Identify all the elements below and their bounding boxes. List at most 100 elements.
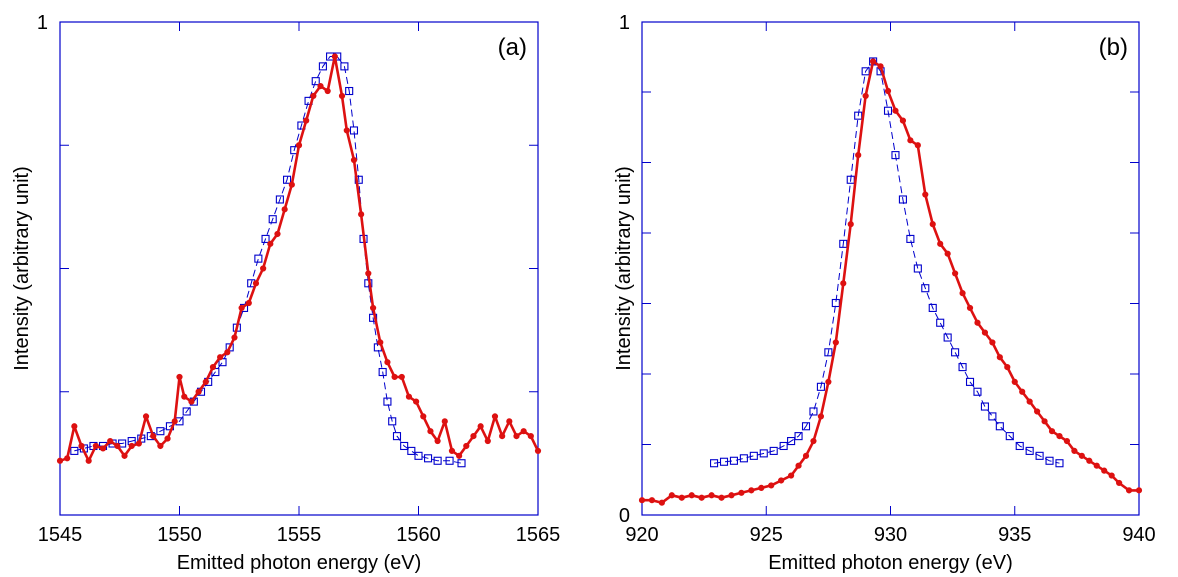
data-point-red xyxy=(996,354,1003,361)
data-point-red xyxy=(832,339,839,346)
data-point-blue xyxy=(883,106,893,115)
x-tick-label: 1560 xyxy=(396,524,441,546)
data-point-red xyxy=(802,452,810,459)
data-point-red xyxy=(107,437,114,445)
data-point-red xyxy=(224,349,231,356)
data-point-red xyxy=(78,442,85,450)
data-point-red xyxy=(728,492,735,499)
data-point-red xyxy=(99,445,107,452)
data-point-blue xyxy=(378,367,387,377)
data-point-red xyxy=(171,418,178,425)
data-point-red xyxy=(1056,433,1063,440)
data-point-red xyxy=(966,304,974,312)
y-tick-label: 0 xyxy=(619,505,630,527)
data-point-red xyxy=(1101,467,1108,474)
data-point-red xyxy=(56,457,64,464)
data-point-blue xyxy=(424,454,433,463)
data-point-blue xyxy=(1055,459,1064,468)
data-point-red xyxy=(959,290,966,297)
x-tick-label: 925 xyxy=(750,524,783,546)
data-point-blue xyxy=(739,454,748,463)
data-point-red xyxy=(810,437,817,445)
x-tick-label: 930 xyxy=(874,524,907,546)
data-point-blue xyxy=(759,449,768,458)
data-point-red xyxy=(217,354,224,361)
data-point-red xyxy=(369,304,377,312)
x-tick-label: 920 xyxy=(625,524,658,546)
data-point-red xyxy=(195,388,202,395)
data-point-red xyxy=(491,413,499,420)
data-point-red xyxy=(238,304,245,312)
data-point-red xyxy=(231,334,238,341)
data-point-blue xyxy=(749,451,758,460)
x-axis-title: Emitted photon energy (eV) xyxy=(177,552,422,574)
series-line-blue xyxy=(714,60,1060,464)
data-point-red xyxy=(181,393,188,400)
data-point-red xyxy=(377,339,384,346)
panel-a: 1545 1550 1555 1560 1565 1 Emitted photon ener… xyxy=(11,12,560,574)
data-point-red xyxy=(788,472,795,479)
data-point-blue xyxy=(936,318,945,327)
data-point-red xyxy=(358,211,365,218)
data-point-blue xyxy=(913,264,922,273)
data-point-red xyxy=(688,492,695,499)
data-point-red xyxy=(817,413,825,420)
data-point-red xyxy=(884,87,892,95)
data-point-blue xyxy=(710,459,719,468)
data-point-red xyxy=(92,442,99,450)
data-point-red xyxy=(499,433,506,440)
data-point-blue xyxy=(261,234,270,243)
data-point-blue xyxy=(861,67,870,76)
data-point-red xyxy=(441,418,448,425)
data-point-red xyxy=(668,492,675,499)
data-point-red xyxy=(1011,378,1018,385)
data-point-blue xyxy=(995,422,1004,431)
data-point-red xyxy=(698,494,705,501)
y-tick-label: 1 xyxy=(37,12,48,34)
data-point-red xyxy=(288,181,295,188)
data-point-red xyxy=(164,435,171,442)
data-point-red xyxy=(1135,487,1143,494)
data-point-red xyxy=(150,433,157,440)
panel-label: (b) xyxy=(1099,34,1128,61)
data-point-blue xyxy=(943,333,952,342)
data-point-blue xyxy=(1045,456,1054,465)
data-point-red xyxy=(708,492,715,499)
x-axis-title: Emitted photon energy (eV) xyxy=(768,552,1013,574)
data-point-red xyxy=(1071,447,1078,455)
data-point-blue xyxy=(921,284,930,293)
data-point-red xyxy=(434,437,441,445)
data-point-red xyxy=(463,442,470,450)
data-point-red xyxy=(678,494,685,501)
data-point-blue xyxy=(794,432,803,441)
data-point-red xyxy=(209,364,217,371)
data-point-blue xyxy=(831,298,840,308)
data-point-red xyxy=(64,455,71,462)
data-point-red xyxy=(350,156,358,164)
data-point-blue xyxy=(369,313,378,322)
data-point-blue xyxy=(400,441,409,451)
y-axis-title: Intensity (arbitrary unit) xyxy=(11,166,33,371)
series-line-blue xyxy=(74,56,462,464)
data-point-blue xyxy=(729,456,738,465)
data-point-red xyxy=(157,442,164,450)
data-point-red xyxy=(384,359,391,366)
data-point-red xyxy=(427,428,434,435)
data-point-red xyxy=(274,230,281,238)
data-point-red xyxy=(484,437,491,445)
data-point-red xyxy=(914,142,921,149)
data-point-red xyxy=(1034,408,1041,415)
data-point-red xyxy=(245,299,252,307)
data-point-blue xyxy=(254,254,263,263)
data-point-red xyxy=(71,423,78,430)
data-point-red xyxy=(188,398,195,405)
data-point-blue xyxy=(928,303,937,312)
data-point-red xyxy=(267,240,274,247)
data-point-red xyxy=(1108,472,1115,479)
y-tick-label: 1 xyxy=(619,12,630,34)
data-point-red xyxy=(85,457,92,464)
data-point-blue xyxy=(1025,446,1034,455)
data-point-blue xyxy=(345,86,354,96)
data-point-red xyxy=(1116,479,1123,487)
